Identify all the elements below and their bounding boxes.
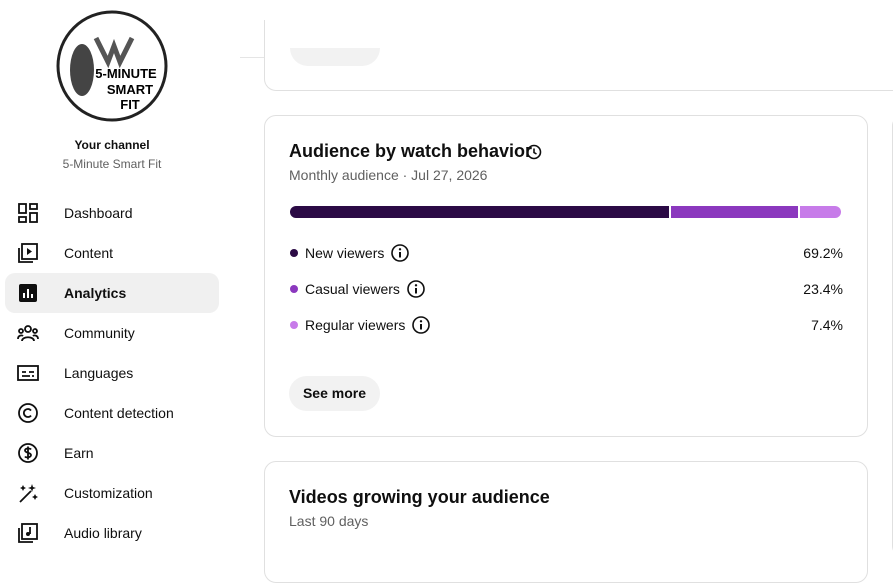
nav-label: Content detection xyxy=(64,405,174,421)
logo-text: FIT xyxy=(120,97,140,112)
previous-card xyxy=(264,20,893,91)
stacked-bar xyxy=(290,206,841,218)
legend-dot xyxy=(290,321,298,329)
nav-icon xyxy=(18,403,38,423)
nav-icon xyxy=(18,243,38,263)
nav-label: Audio library xyxy=(64,525,142,541)
nav-item[interactable]: Customization xyxy=(5,473,219,513)
channel-avatar[interactable]: 5-MINUTE SMART FIT xyxy=(56,10,168,122)
bar-segment xyxy=(800,206,841,218)
card-title: Audience by watch behavior xyxy=(289,141,533,161)
value-label: 23.4% xyxy=(803,281,843,297)
legend-label: Regular viewers xyxy=(305,317,406,333)
nav-icon xyxy=(18,523,38,543)
nav-label: Analytics xyxy=(64,285,127,301)
nav-label: Content xyxy=(64,245,114,261)
nav-label: Languages xyxy=(64,365,134,381)
nav-item[interactable]: Content detection xyxy=(5,393,219,433)
nav-label: Dashboard xyxy=(64,205,133,221)
card-title: Videos growing your audience xyxy=(289,487,550,507)
info-icon[interactable] xyxy=(406,279,426,299)
nav-item[interactable]: Content xyxy=(5,233,219,273)
bar-segment xyxy=(290,206,670,218)
nav-icon xyxy=(19,484,38,503)
watch-behavior-card xyxy=(264,115,868,437)
nav-icon xyxy=(18,203,38,223)
see-more-button[interactable]: See more xyxy=(289,376,380,411)
logo-text: 5-MINUTE xyxy=(95,66,157,81)
clock-icon[interactable] xyxy=(526,144,542,160)
nav-label: Community xyxy=(64,325,135,341)
legend-label: Casual viewers xyxy=(305,281,400,297)
sidebar: 5-MINUTE SMART FIT Your channel 5-Minute… xyxy=(0,0,240,547)
legend-row: Regular viewers 7.4% xyxy=(290,315,843,335)
nav-label: Earn xyxy=(64,445,94,461)
info-icon[interactable] xyxy=(390,243,410,263)
nav-icon xyxy=(17,325,39,342)
logo-text: SMART xyxy=(107,82,153,97)
nav-item[interactable]: Analytics xyxy=(5,273,219,313)
value-label: 7.4% xyxy=(811,317,843,333)
nav-icon xyxy=(17,365,39,381)
nav-item[interactable]: Audio library xyxy=(5,513,219,553)
legend-row: New viewers 69.2% xyxy=(290,243,843,263)
nav-icon xyxy=(18,443,38,463)
card-subtitle: Monthly audience · Jul 27, 2026 xyxy=(289,167,488,183)
nav-item[interactable]: Dashboard xyxy=(5,193,219,233)
card-subtitle: Last 90 days xyxy=(289,513,369,529)
nav-icon xyxy=(19,284,37,302)
nav-label: Customization xyxy=(64,485,153,501)
legend-dot xyxy=(290,285,298,293)
legend-dot xyxy=(290,249,298,257)
value-label: 69.2% xyxy=(803,245,843,261)
nav-item[interactable]: Earn xyxy=(5,433,219,473)
info-icon[interactable] xyxy=(411,315,431,335)
bar-segment xyxy=(671,206,799,218)
channel-name: 5-Minute Smart Fit xyxy=(62,157,162,171)
legend-label: New viewers xyxy=(305,245,385,261)
nav-item[interactable]: Community xyxy=(5,313,219,353)
nav-item[interactable]: Languages xyxy=(5,353,219,393)
legend-row: Casual viewers 23.4% xyxy=(290,279,843,299)
button[interactable] xyxy=(290,48,380,66)
channel-label: Your channel xyxy=(74,138,150,152)
